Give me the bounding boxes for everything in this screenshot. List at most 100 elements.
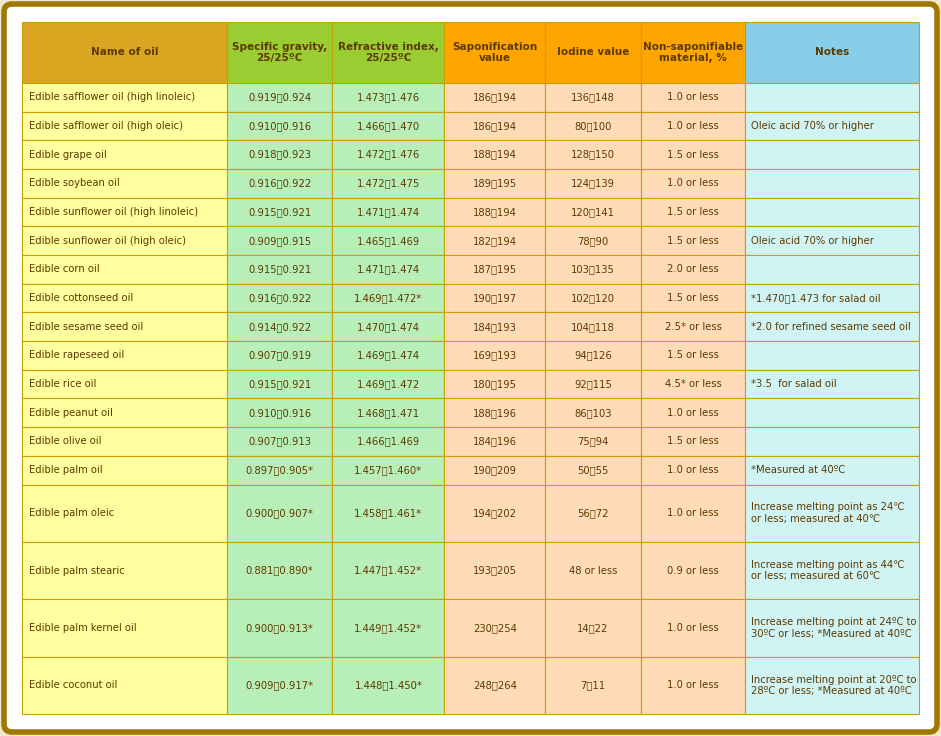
Bar bbox=[641, 542, 745, 599]
Bar bbox=[332, 312, 444, 341]
Text: Saponification
value: Saponification value bbox=[452, 42, 537, 63]
Bar bbox=[22, 484, 227, 542]
Text: 56～72: 56～72 bbox=[577, 508, 609, 518]
Bar bbox=[444, 369, 545, 398]
Text: Specific gravity,
25/25ºC: Specific gravity, 25/25ºC bbox=[232, 42, 327, 63]
Bar bbox=[444, 255, 545, 283]
Bar bbox=[545, 169, 641, 198]
Text: *1.470～1.473 for salad oil: *1.470～1.473 for salad oil bbox=[751, 293, 881, 303]
Bar bbox=[444, 22, 545, 83]
Text: 0.881～0.890*: 0.881～0.890* bbox=[246, 565, 313, 576]
Text: 1.0 or less: 1.0 or less bbox=[667, 408, 719, 418]
Text: Edible peanut oil: Edible peanut oil bbox=[29, 408, 113, 418]
Bar bbox=[745, 657, 919, 714]
Bar bbox=[545, 599, 641, 657]
Text: *2.0 for refined sesame seed oil: *2.0 for refined sesame seed oil bbox=[751, 322, 911, 332]
Bar bbox=[745, 255, 919, 283]
Bar bbox=[22, 283, 227, 312]
Bar bbox=[745, 169, 919, 198]
Bar bbox=[545, 341, 641, 369]
Bar bbox=[545, 456, 641, 484]
Text: Edible palm kernel oil: Edible palm kernel oil bbox=[29, 623, 136, 633]
Bar bbox=[545, 141, 641, 169]
Text: 1.5 or less: 1.5 or less bbox=[667, 293, 719, 303]
Bar bbox=[444, 398, 545, 427]
Text: 1.471～1.474: 1.471～1.474 bbox=[357, 207, 420, 217]
Text: Oleic acid 70% or higher: Oleic acid 70% or higher bbox=[751, 121, 874, 131]
Text: 1.471～1.474: 1.471～1.474 bbox=[357, 264, 420, 275]
Text: 0.909～0.915: 0.909～0.915 bbox=[248, 236, 311, 246]
Bar bbox=[227, 341, 332, 369]
Bar bbox=[332, 657, 444, 714]
Text: Increase melting point as 24℃
or less; measured at 40℃: Increase melting point as 24℃ or less; m… bbox=[751, 503, 904, 524]
Text: Edible palm oleic: Edible palm oleic bbox=[29, 508, 114, 518]
Bar bbox=[641, 341, 745, 369]
Bar bbox=[444, 427, 545, 456]
Bar bbox=[641, 255, 745, 283]
Text: 1.449～1.452*: 1.449～1.452* bbox=[355, 623, 423, 633]
Bar bbox=[332, 484, 444, 542]
Bar bbox=[444, 112, 545, 141]
Bar bbox=[22, 255, 227, 283]
Text: 1.447～1.452*: 1.447～1.452* bbox=[355, 565, 423, 576]
Bar bbox=[444, 198, 545, 227]
Text: 248～264: 248～264 bbox=[472, 680, 517, 690]
Text: 193～205: 193～205 bbox=[472, 565, 517, 576]
Bar bbox=[332, 198, 444, 227]
Bar bbox=[545, 398, 641, 427]
Text: 169～193: 169～193 bbox=[472, 350, 517, 361]
Text: 1.465～1.469: 1.465～1.469 bbox=[357, 236, 420, 246]
Bar bbox=[444, 312, 545, 341]
Text: 190～209: 190～209 bbox=[472, 465, 517, 475]
Text: 1.469～1.472: 1.469～1.472 bbox=[357, 379, 420, 389]
Bar bbox=[22, 312, 227, 341]
Text: 184～196: 184～196 bbox=[472, 436, 517, 447]
Bar bbox=[745, 312, 919, 341]
Bar bbox=[641, 599, 745, 657]
Text: 0.910～0.916: 0.910～0.916 bbox=[248, 121, 311, 131]
Bar bbox=[545, 484, 641, 542]
Bar bbox=[745, 456, 919, 484]
Text: 7～11: 7～11 bbox=[581, 680, 605, 690]
Bar bbox=[745, 369, 919, 398]
Text: 0.915～0.921: 0.915～0.921 bbox=[248, 379, 311, 389]
Bar bbox=[22, 657, 227, 714]
Bar bbox=[641, 141, 745, 169]
Bar bbox=[227, 255, 332, 283]
Bar bbox=[332, 112, 444, 141]
Text: 1.466～1.470: 1.466～1.470 bbox=[357, 121, 420, 131]
Text: 0.916～0.922: 0.916～0.922 bbox=[248, 293, 311, 303]
Text: Non-saponifiable
material, %: Non-saponifiable material, % bbox=[643, 42, 743, 63]
Bar bbox=[545, 112, 641, 141]
Text: 1.472～1.475: 1.472～1.475 bbox=[357, 178, 420, 188]
Bar bbox=[22, 341, 227, 369]
Text: 1.469～1.474: 1.469～1.474 bbox=[357, 350, 420, 361]
Bar bbox=[227, 283, 332, 312]
Text: 1.0 or less: 1.0 or less bbox=[667, 623, 719, 633]
Bar bbox=[745, 83, 919, 112]
Bar bbox=[332, 255, 444, 283]
Text: Increase melting point at 24ºC to
30ºC or less; *Measured at 40ºC: Increase melting point at 24ºC to 30ºC o… bbox=[751, 618, 917, 639]
Bar bbox=[444, 657, 545, 714]
Text: Edible sunflower oil (high linoleic): Edible sunflower oil (high linoleic) bbox=[29, 207, 199, 217]
Text: 0.919～0.924: 0.919～0.924 bbox=[248, 92, 311, 102]
Text: 186～194: 186～194 bbox=[472, 92, 517, 102]
Bar bbox=[545, 542, 641, 599]
Text: 188～196: 188～196 bbox=[472, 408, 517, 418]
Bar bbox=[22, 369, 227, 398]
Text: 230～254: 230～254 bbox=[472, 623, 517, 633]
Text: 1.0 or less: 1.0 or less bbox=[667, 92, 719, 102]
Text: 1.0 or less: 1.0 or less bbox=[667, 178, 719, 188]
Bar bbox=[332, 599, 444, 657]
Text: 1.5 or less: 1.5 or less bbox=[667, 236, 719, 246]
Text: Increase melting point as 44℃
or less; measured at 60℃: Increase melting point as 44℃ or less; m… bbox=[751, 560, 904, 581]
Bar bbox=[227, 456, 332, 484]
Bar bbox=[641, 427, 745, 456]
Text: 0.900～0.913*: 0.900～0.913* bbox=[246, 623, 313, 633]
Bar bbox=[641, 657, 745, 714]
Text: 187～195: 187～195 bbox=[472, 264, 517, 275]
Text: 1.466～1.469: 1.466～1.469 bbox=[357, 436, 420, 447]
Bar bbox=[745, 484, 919, 542]
Bar bbox=[545, 227, 641, 255]
Bar bbox=[227, 112, 332, 141]
